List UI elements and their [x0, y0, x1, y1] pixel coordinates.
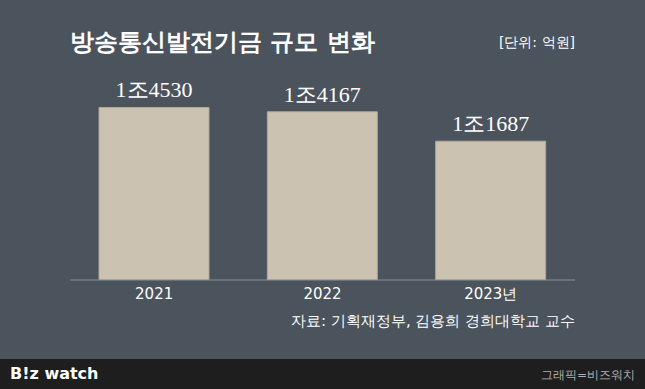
html-text:B!z watch: B!z watch: [10, 364, 99, 383]
html-text:자료: 기획재정부, 김용희 경희대학교 교수: 자료: 기획재정부, 김용희 경희대학교 교수: [291, 312, 575, 330]
svg-text:2022: 2022: [303, 285, 341, 303]
svg-text:2023년: 2023년: [464, 285, 517, 303]
html-text:[단위: 억원]: [단위: 억원]: [498, 34, 575, 50]
svg-text:1조4530: 1조4530: [116, 77, 193, 102]
svg-text:1조4167: 1조4167: [284, 82, 361, 107]
html-text:방송통신발전기금 규모 변화: 방송통신발전기금 규모 변화: [70, 28, 375, 56]
svg-text:2021: 2021: [135, 285, 173, 303]
html-text:그래픽=비즈워치: 그래픽=비즈워치: [540, 368, 635, 382]
svg-text:1조1687: 1조1687: [452, 111, 529, 136]
